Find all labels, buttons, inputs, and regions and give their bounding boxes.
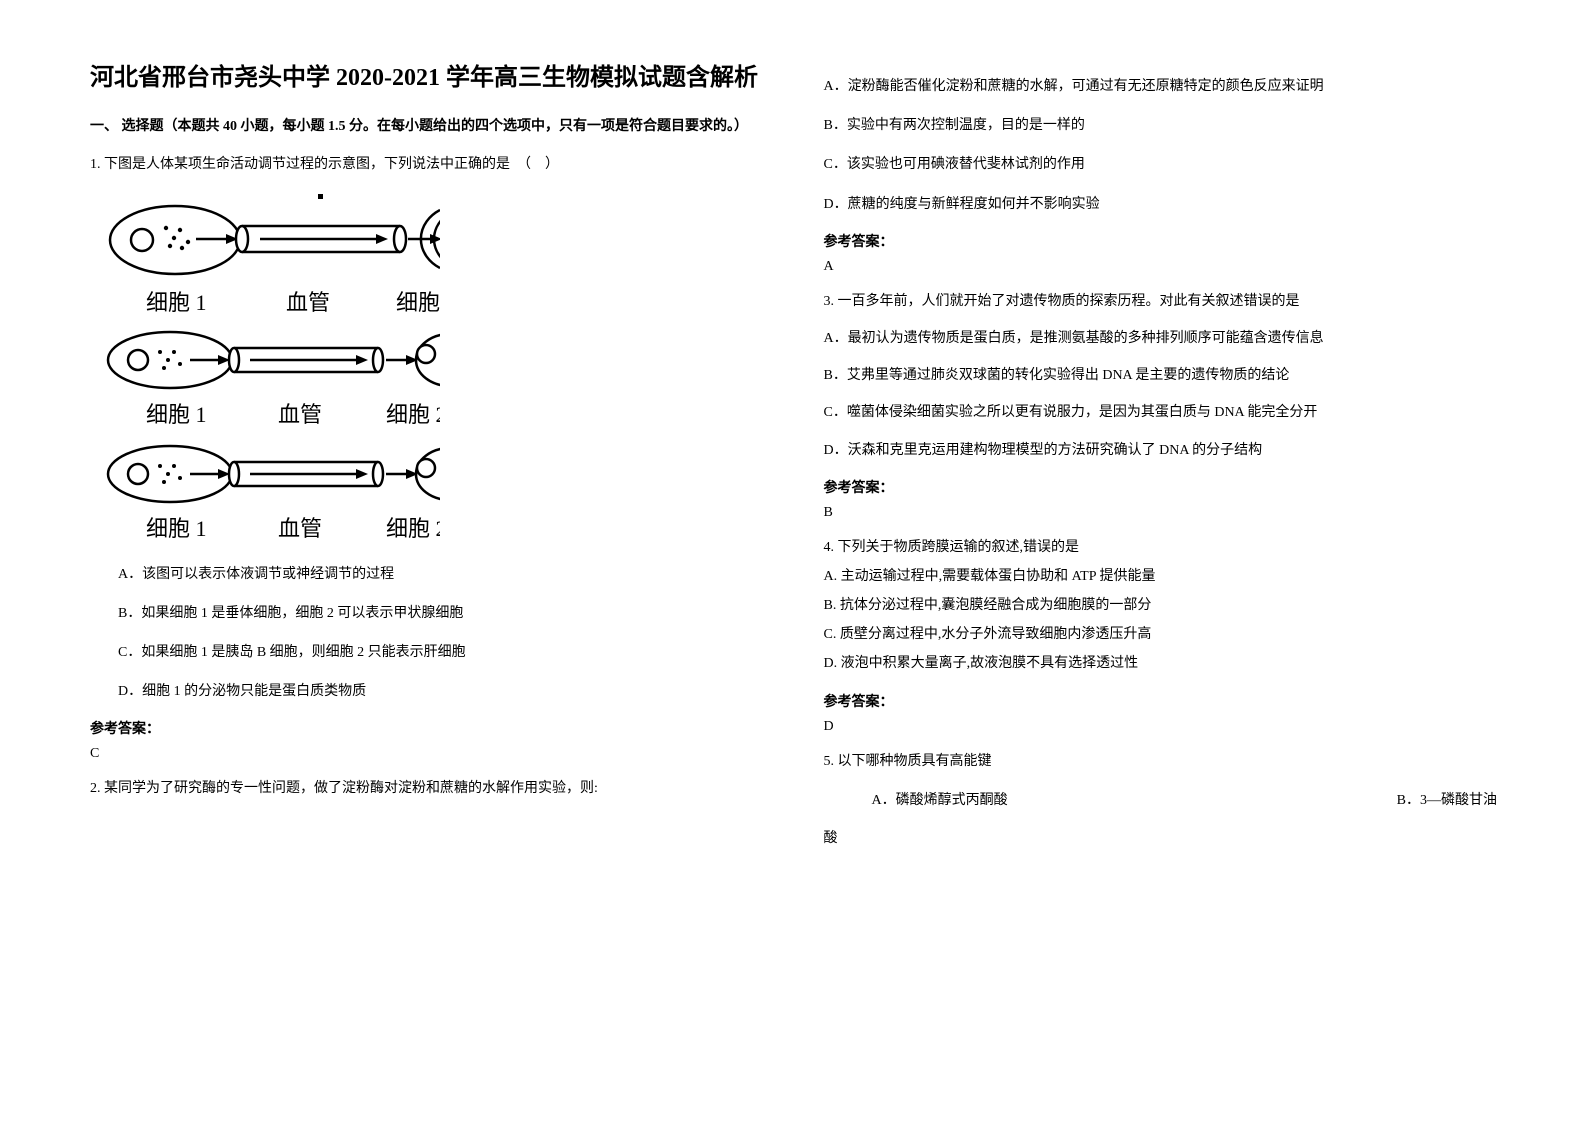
q3-opt-B: B．艾弗里等通过肺炎双球菌的转化实验得出 DNA 是主要的遗传物质的结论 [824, 363, 1498, 388]
label-cell1: 细胞 1 [146, 290, 207, 315]
q4-ans: D [824, 719, 1498, 735]
q3-opt-C: C．噬菌体侵染细菌实验之所以更有说服力，是因为其蛋白质与 DNA 能完全分开 [824, 400, 1498, 425]
right-column: A．淀粉酶能否催化淀粉和蔗糖的水解，可通过有无还原糖特定的颜色反应来证明 B．实… [824, 60, 1498, 855]
doc-title: 河北省邢台市尧头中学 2020-2021 学年高三生物模拟试题含解析 [90, 60, 764, 96]
q4-opt-D: D. 液泡中积累大量离子,故液泡膜不具有选择透过性 [824, 651, 1498, 676]
q3-opt-D: D．沃森和克里克运用建构物理模型的方法研究确认了 DNA 的分子结构 [824, 438, 1498, 463]
q1-diagram-block: 细胞 1 血管 细胞 2 [100, 192, 764, 548]
svg-text:细胞 2: 细胞 2 [386, 516, 440, 541]
svg-text:细胞 1: 细胞 1 [146, 402, 207, 427]
label-vessel: 血管 [286, 290, 330, 315]
q1-diagram-3: 细胞 1 血管 细胞 2 [100, 438, 764, 548]
q5-opt-B: B．3—磷酸甘油 [1397, 788, 1497, 813]
q3-stem: 3. 一百多年前，人们就开始了对遗传物质的探索历程。对此有关叙述错误的是 [824, 289, 1498, 314]
q4-opt-A: A. 主动运输过程中,需要载体蛋白协助和 ATP 提供能量 [824, 564, 1498, 589]
svg-text:细胞 1: 细胞 1 [146, 516, 207, 541]
q1-opt-D: D．细胞 1 的分泌物只能是蛋白质类物质 [118, 679, 764, 704]
q1-stem: 1. 下图是人体某项生命活动调节过程的示意图，下列说法中正确的是 （ ） [90, 152, 764, 177]
q5-stem: 5. 以下哪种物质具有高能键 [824, 749, 1498, 774]
section-1-head: 一、 选择题（本题共 40 小题，每小题 1.5 分。在每小题给出的四个选项中，… [90, 116, 764, 138]
q4-ans-head: 参考答案： [824, 691, 1498, 711]
q1-ans: C [90, 746, 764, 762]
q3-opt-A: A．最初认为遗传物质是蛋白质，是推测氨基酸的多种排列顺序可能蕴含遗传信息 [824, 326, 1498, 351]
q2-opt-A: A．淀粉酶能否催化淀粉和蔗糖的水解，可通过有无还原糖特定的颜色反应来证明 [824, 74, 1498, 99]
q5-opt-A: A．磷酸烯醇式丙酮酸 [872, 793, 1008, 808]
q2-ans-head: 参考答案： [824, 231, 1498, 251]
q4-opt-C: C. 质壁分离过程中,水分子外流导致细胞内渗透压升高 [824, 622, 1498, 647]
svg-text:细胞 2: 细胞 2 [386, 402, 440, 427]
q1-diagram-2: 细胞 1 血管 细胞 2 [100, 324, 764, 434]
q1-ans-head: 参考答案： [90, 718, 764, 738]
q1-opt-A: A．该图可以表示体液调节或神经调节的过程 [118, 562, 764, 587]
q1-opt-B: B．如果细胞 1 是垂体细胞，细胞 2 可以表示甲状腺细胞 [118, 601, 764, 626]
q5-cont: 酸 [824, 827, 1498, 847]
q5-opts-line: A．磷酸烯醇式丙酮酸 B．3—磷酸甘油 [872, 788, 1498, 813]
svg-text:血管: 血管 [278, 402, 322, 427]
q2-stem: 2. 某同学为了研究酶的专一性问题，做了淀粉酶对淀粉和蔗糖的水解作用实验，则: [90, 776, 764, 801]
q2-ans: A [824, 259, 1498, 275]
q2-opt-C: C．该实验也可用碘液替代斐林试剂的作用 [824, 152, 1498, 177]
q2-opt-B: B．实验中有两次控制温度，目的是一样的 [824, 113, 1498, 138]
q1-opt-C: C．如果细胞 1 是胰岛 B 细胞，则细胞 2 只能表示肝细胞 [118, 640, 764, 665]
svg-text:血管: 血管 [278, 516, 322, 541]
q1-diagram-1: 细胞 1 血管 细胞 2 [100, 192, 764, 320]
q2-opt-D: D．蔗糖的纯度与新鲜程度如何并不影响实验 [824, 192, 1498, 217]
q3-ans: B [824, 505, 1498, 521]
exam-page: 河北省邢台市尧头中学 2020-2021 学年高三生物模拟试题含解析 一、 选择… [0, 0, 1587, 895]
q3-ans-head: 参考答案： [824, 477, 1498, 497]
label-cell2: 细胞 2 [396, 290, 440, 315]
q4-stem: 4. 下列关于物质跨膜运输的叙述,错误的是 [824, 535, 1498, 560]
left-column: 河北省邢台市尧头中学 2020-2021 学年高三生物模拟试题含解析 一、 选择… [90, 60, 764, 855]
q4-opt-B: B. 抗体分泌过程中,囊泡膜经融合成为细胞膜的一部分 [824, 593, 1498, 618]
